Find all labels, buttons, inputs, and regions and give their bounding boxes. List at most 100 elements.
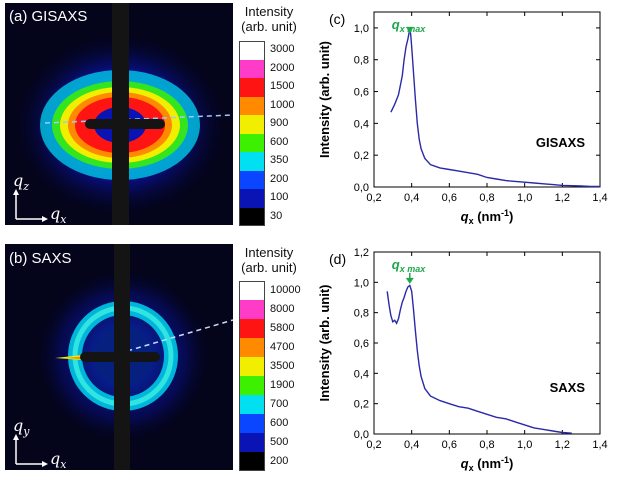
colorbar-value: 600 (270, 135, 289, 148)
panel-a-label: (a) GISAXS (9, 8, 88, 25)
axis-qz-sub: z (23, 180, 30, 194)
colorbar-swatch (239, 78, 265, 97)
colorbar-value: 1500 (270, 80, 295, 93)
chart-d-saxs-profile: 0,2 0,4 0,6 0,8 1,0 1,2 1,40,00,20,40,60,81,01… (317, 247, 608, 473)
colorbar-value: 1900 (270, 378, 295, 391)
colorbar-swatch (239, 338, 265, 357)
colorbar-swatch (239, 170, 265, 189)
colorbar-value: 4700 (270, 340, 295, 353)
peak-label: qx max (392, 257, 426, 274)
colorbar-value: 3000 (270, 43, 295, 56)
colorbar-a-title: Intensity (arb. unit) (234, 4, 304, 34)
y-tick-label: 0,4 (354, 118, 369, 130)
axis-qx-label-b: qx (50, 449, 66, 471)
colorbar-value: 30 (270, 209, 283, 222)
gisaxs-pattern-graphic (5, 3, 233, 225)
colorbar-swatch (239, 133, 265, 152)
colorbar-value: 1000 (270, 98, 295, 111)
x-tick-label: 0,8 (479, 192, 494, 204)
colorbar-swatch (239, 207, 265, 226)
axis-qy-sub: y (23, 425, 30, 439)
saxs-pattern-graphic (5, 244, 233, 470)
colorbar-swatch (239, 96, 265, 115)
saxs-pattern-image (5, 244, 233, 470)
y-tick-label: 0,8 (354, 55, 369, 67)
colorbar-b: 10000 8000 5800 4700 3500 1900 700 600 500 200 (239, 281, 315, 471)
colorbar-swatch (239, 152, 265, 171)
y-axis-label: Intensity (arb. unit) (317, 41, 332, 158)
series-line (386, 284, 572, 434)
y-tick-label: 0,6 (354, 338, 369, 350)
panel-b-label: (b) SAXS (9, 250, 72, 267)
axis-qx-sub-b: x (60, 458, 67, 472)
colorbar-b-title-line2: (arb. unit) (241, 260, 297, 275)
x-tick-label: 1,4 (592, 439, 607, 451)
y-tick-label: 1,0 (354, 277, 369, 289)
colorbar-value: 200 (270, 172, 289, 185)
y-tick-label: 0,0 (354, 182, 369, 194)
colorbar-value: 350 (270, 154, 289, 167)
axis-qx-sub-a: x (60, 213, 67, 227)
colorbar-value: 5800 (270, 321, 295, 334)
y-tick-label: 0,2 (354, 150, 369, 162)
colorbar-b-title-line1: Intensity (244, 245, 294, 260)
colorbar-swatch (239, 414, 265, 433)
colorbar-swatch (239, 115, 265, 134)
y-tick-label: 1,2 (354, 247, 369, 259)
panel-label: (d) (329, 251, 346, 267)
colorbar-b-title: Intensity (arb. unit) (234, 245, 304, 275)
axis-qx-symbol-a: q (50, 204, 61, 223)
colorbar-a-title-line1: Intensity (244, 4, 294, 19)
y-tick-label: 0,6 (354, 87, 369, 99)
colorbar-value: 8000 (270, 302, 295, 315)
colorbar-value: 3500 (270, 359, 295, 372)
x-tick-label: 1,0 (517, 192, 532, 204)
colorbar-swatch (239, 433, 265, 452)
x-tick-label: 0,4 (404, 439, 419, 451)
x-tick-label: 0,4 (404, 192, 419, 204)
x-tick-label: 0,2 (366, 192, 381, 204)
chart-c-gisaxs-profile: 0,2 0,4 0,6 0,8 1,0 1,2 1,40,00,20,40,60,81,0I… (317, 11, 608, 226)
colorbar-value: 900 (270, 117, 289, 130)
x-axis-label: qx (nm-1) (461, 455, 514, 473)
colorbar-swatch (239, 300, 265, 319)
peak-arrow-head (405, 26, 414, 33)
colorbar-swatch (239, 59, 265, 78)
y-tick-label: 0,8 (354, 308, 369, 320)
colorbar-swatch (239, 452, 265, 471)
panel-label: (c) (329, 11, 345, 27)
y-axis-label: Intensity (arb. unit) (317, 285, 332, 402)
x-axis-label: qx (nm-1) (461, 208, 514, 226)
x-tick-label: 1,2 (555, 192, 570, 204)
x-tick-label: 0,2 (366, 439, 381, 451)
colorbar-value: 500 (270, 435, 289, 448)
colorbar-swatch (239, 376, 265, 395)
colorbar-swatch (239, 319, 265, 338)
axis-qy-symbol: q (13, 416, 24, 435)
y-tick-label: 0,2 (354, 399, 369, 411)
axis-arrows-icon (13, 189, 48, 222)
series-line (390, 29, 601, 188)
y-tick-label: 1,0 (354, 23, 369, 35)
colorbar-swatch (239, 41, 265, 60)
colorbar-swatch (239, 357, 265, 376)
gisaxs-pattern-image (5, 3, 233, 225)
colorbar-swatch (239, 189, 265, 208)
colorbar-value: 2000 (270, 61, 295, 74)
colorbar-value: 200 (270, 454, 289, 467)
y-tick-label: 0,0 (354, 429, 369, 441)
x-tick-label: 1,0 (517, 439, 532, 451)
axis-qx-label-a: qx (50, 204, 66, 226)
colorbar-swatch (239, 281, 265, 300)
colorbar-value: 100 (270, 191, 289, 204)
colorbar-a-title-line2: (arb. unit) (241, 19, 297, 34)
axis-arrows-icon (13, 434, 48, 467)
axis-qz-symbol: q (13, 171, 24, 190)
x-tick-label: 1,2 (555, 439, 570, 451)
axis-qy-label: qy (13, 416, 29, 438)
y-tick-label: 0,4 (354, 368, 369, 380)
colorbar-value: 10000 (270, 283, 301, 296)
x-tick-label: 0,8 (479, 439, 494, 451)
colorbar-swatch (239, 395, 265, 414)
x-tick-label: 0,6 (442, 192, 457, 204)
